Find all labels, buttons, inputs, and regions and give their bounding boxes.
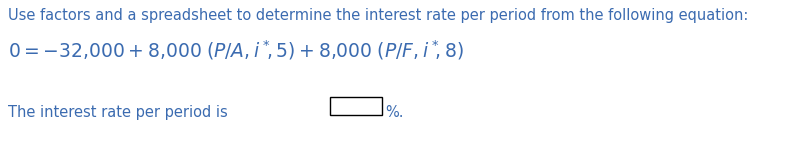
Text: The interest rate per period is: The interest rate per period is — [8, 105, 232, 120]
Text: Use factors and a spreadsheet to determine the interest rate per period from the: Use factors and a spreadsheet to determi… — [8, 8, 748, 23]
Bar — [330, 97, 382, 116]
Text: %.: %. — [385, 105, 404, 120]
Text: $0 = {-}32{,}000 + 8{,}000\;(P/A,i^*\!\!,5) + 8{,}000\;(P/F,i^*\!\!,8)$: $0 = {-}32{,}000 + 8{,}000\;(P/A,i^*\!\!… — [8, 38, 464, 61]
